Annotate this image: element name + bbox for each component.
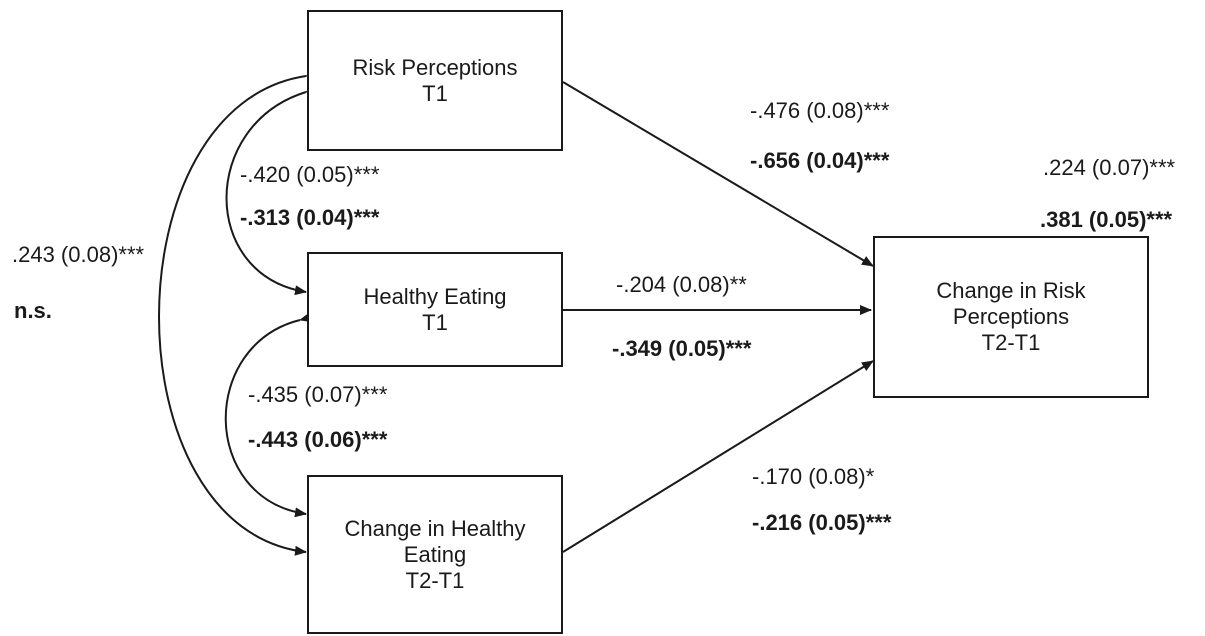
node-label-line: T1 (422, 80, 448, 106)
eating-change-eating-cov-estimate-2: -.443 (0.06)*** (248, 427, 388, 452)
risk-to-change-estimate-2: -.656 (0.04)*** (750, 148, 890, 173)
risk-to-change-estimate-1: -.476 (0.08)*** (750, 98, 890, 123)
risk-change-eating-cov-estimate-1: .243 (0.08)*** (12, 242, 145, 267)
eating-to-change-estimate-1: -.204 (0.08)** (616, 272, 747, 297)
change-eating-to-change-risk-estimate-2: -.216 (0.05)*** (752, 510, 892, 535)
node-change-risk-perceptions: Change in Risk Perceptions T2-T1 (873, 236, 1149, 398)
cov-risk-eating-arc (225, 83, 318, 296)
node-label-line: T2-T1 (405, 567, 465, 593)
cov-risk-change-eating-arc (158, 69, 318, 556)
eating-to-change-estimate-2: -.349 (0.05)*** (612, 336, 752, 361)
cov-eating-change-eating-arc (224, 312, 312, 518)
node-label-line: Eating (403, 541, 467, 567)
path-risk-to-change-arrow (562, 81, 874, 267)
node-healthy-eating-t1: Healthy Eating T1 (307, 252, 563, 367)
eating-change-eating-cov-estimate-1: -.435 (0.07)*** (248, 382, 388, 407)
risk-eating-cov-estimate-2: -.313 (0.04)*** (240, 205, 380, 230)
node-label-line: T2-T1 (981, 330, 1041, 355)
node-label-line: Change in Risk (936, 278, 1086, 303)
node-change-healthy-eating: Change in Healthy Eating T2-T1 (307, 475, 563, 634)
outcome-residual-estimate-2: .381 (0.05)*** (1040, 207, 1173, 232)
node-label-line: Perceptions (952, 304, 1070, 329)
change-eating-to-change-risk-estimate-1: -.170 (0.08)* (752, 464, 875, 489)
node-label-line: T1 (422, 309, 448, 335)
outcome-residual-estimate-1: .224 (0.07)*** (1043, 155, 1176, 180)
node-label-line: Healthy Eating (363, 283, 507, 309)
node-label-line: Change in Healthy (344, 515, 526, 541)
risk-eating-cov-estimate-1: -.420 (0.05)*** (240, 162, 380, 187)
node-label-line: Risk Perceptions (352, 54, 518, 80)
node-risk-perceptions-t1: Risk Perceptions T1 (307, 10, 563, 151)
path-change-eating-to-change-risk-arrow (562, 360, 874, 553)
risk-change-eating-cov-estimate-2: n.s. (14, 298, 52, 323)
